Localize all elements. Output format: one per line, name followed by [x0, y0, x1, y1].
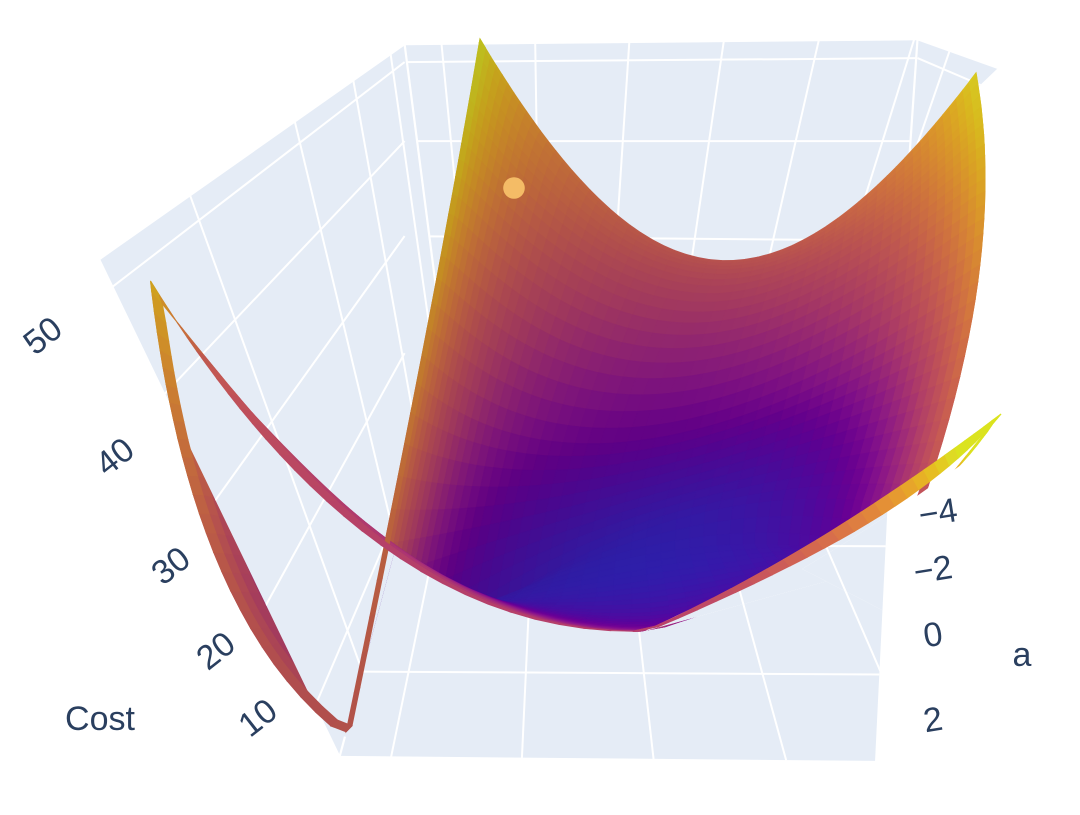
svg-text:−4: −4: [916, 491, 960, 535]
svg-text:−2: −2: [911, 548, 955, 592]
svg-text:a: a: [1013, 636, 1032, 674]
svg-text:Cost: Cost: [65, 700, 135, 738]
